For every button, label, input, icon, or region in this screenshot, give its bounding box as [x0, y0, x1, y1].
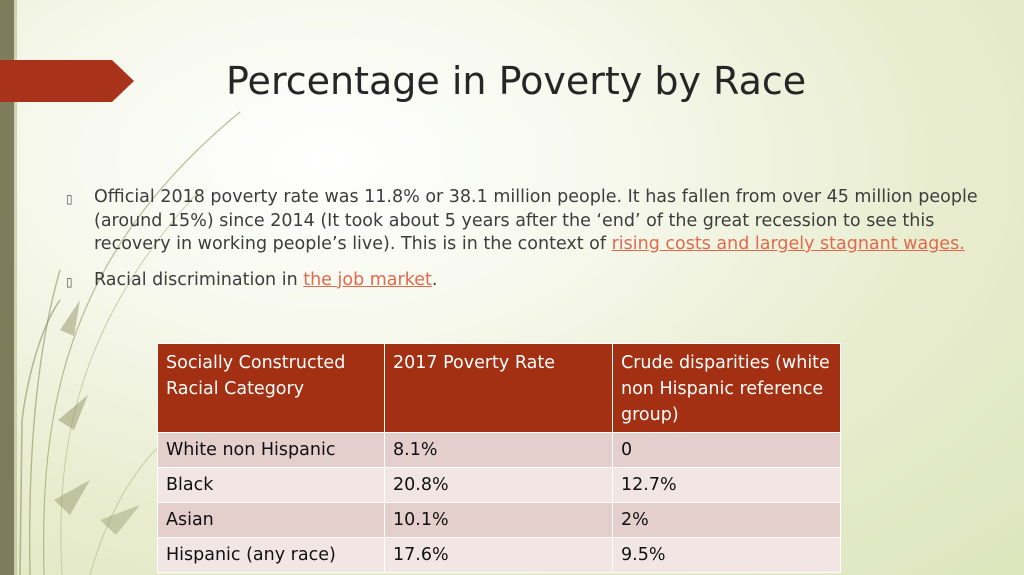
bullet-marker-icon: ▯: [66, 274, 73, 289]
header-crude-disparities: Crude disparities (white non Hispanic re…: [612, 343, 841, 433]
table-cell: Hispanic (any race): [157, 537, 385, 573]
title-accent-arrow: [0, 60, 134, 102]
bullet-list: ▯ Official 2018 poverty rate was 11.8% o…: [66, 186, 986, 304]
header-racial-category: Socially Constructed Racial Category: [157, 343, 385, 433]
table-cell: White non Hispanic: [157, 432, 385, 468]
table-cell: 12.7%: [612, 467, 841, 503]
table-cell: 9.5%: [612, 537, 841, 573]
bullet-text: Racial discrimination in: [94, 269, 304, 290]
rising-costs-link[interactable]: rising costs and largely stagnant wages.: [611, 234, 965, 254]
table-cell: 2%: [612, 502, 841, 538]
table-cell: 0: [612, 432, 841, 468]
slide-title: Percentage in Poverty by Race: [226, 59, 807, 103]
table-cell: Asian: [157, 502, 385, 538]
header-poverty-rate: 2017 Poverty Rate: [384, 343, 613, 433]
table-header-row: Socially Constructed Racial Category 201…: [157, 343, 841, 433]
table-row: Asian 10.1% 2%: [157, 502, 841, 538]
bullet-marker-icon: ▯: [66, 192, 73, 206]
table-cell: 17.6%: [384, 537, 613, 573]
table-cell: 10.1%: [384, 502, 613, 538]
table-row: Black 20.8% 12.7%: [157, 467, 841, 503]
bullet-text-after: .: [431, 269, 438, 290]
job-market-link[interactable]: the job market: [303, 269, 432, 290]
table-cell: Black: [157, 467, 385, 503]
table-cell: 20.8%: [384, 467, 613, 503]
left-decorative-bar: [0, 0, 14, 575]
bullet-discrimination: ▯ Racial discrimination in the job marke…: [66, 269, 986, 293]
poverty-table-container: Socially Constructed Racial Category 201…: [157, 343, 841, 573]
bullet-text: Official 2018 poverty rate was 11.8% or …: [94, 187, 978, 254]
left-decorative-bar-inner: [14, 0, 17, 575]
table-row: White non Hispanic 8.1% 0: [157, 432, 841, 468]
poverty-table: Socially Constructed Racial Category 201…: [157, 343, 841, 573]
bullet-poverty-rate: ▯ Official 2018 poverty rate was 11.8% o…: [66, 186, 986, 257]
table-row: Hispanic (any race) 17.6% 9.5%: [157, 537, 841, 573]
table-cell: 8.1%: [384, 432, 613, 468]
